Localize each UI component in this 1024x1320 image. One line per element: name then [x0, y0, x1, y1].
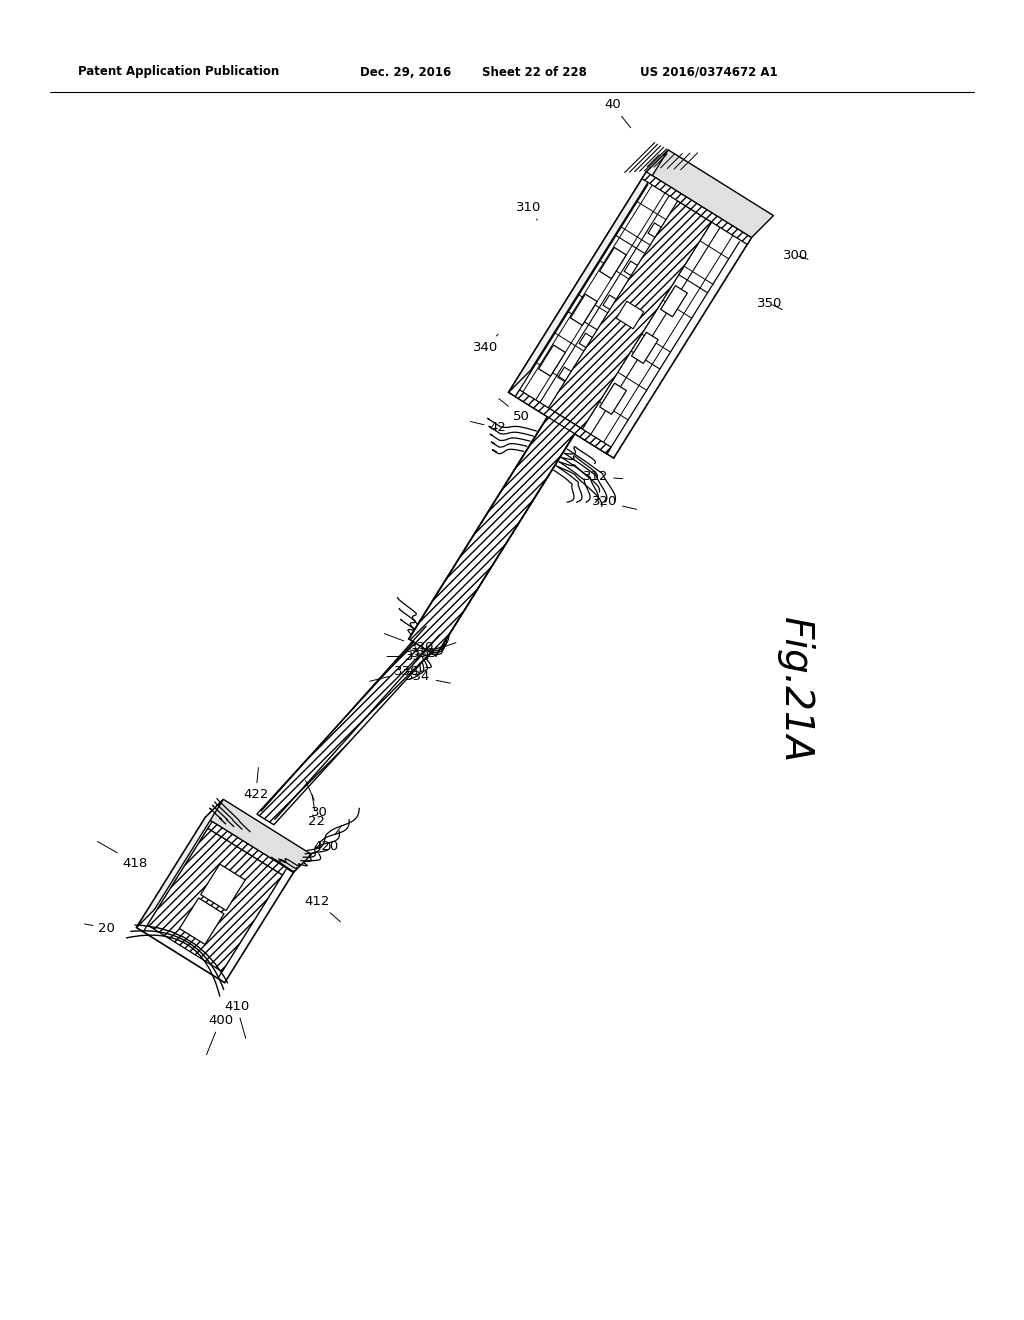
Polygon shape — [201, 865, 245, 911]
Text: 312: 312 — [583, 470, 623, 483]
Text: 332: 332 — [411, 643, 456, 660]
Text: 422: 422 — [243, 767, 268, 801]
Polygon shape — [642, 172, 752, 244]
Polygon shape — [509, 150, 669, 392]
Polygon shape — [179, 898, 224, 944]
Polygon shape — [600, 383, 627, 414]
Text: 420: 420 — [313, 825, 342, 853]
Polygon shape — [515, 389, 611, 454]
Text: 300: 300 — [783, 248, 808, 261]
Text: Dec. 29, 2016: Dec. 29, 2016 — [360, 66, 452, 78]
Text: 418: 418 — [97, 841, 147, 870]
Text: 330: 330 — [384, 634, 434, 655]
Text: 50: 50 — [499, 399, 530, 424]
Text: 42: 42 — [471, 421, 506, 434]
Text: 338: 338 — [387, 649, 430, 663]
Polygon shape — [257, 642, 431, 825]
Polygon shape — [409, 411, 579, 656]
Polygon shape — [509, 172, 752, 458]
Polygon shape — [147, 829, 283, 972]
Polygon shape — [632, 333, 658, 363]
Polygon shape — [208, 821, 287, 875]
Polygon shape — [136, 800, 223, 928]
Polygon shape — [206, 800, 311, 873]
Text: 22: 22 — [308, 795, 326, 829]
Text: 320: 320 — [592, 495, 637, 510]
Text: Fig.21A: Fig.21A — [776, 616, 814, 763]
Polygon shape — [660, 285, 687, 317]
Text: 334: 334 — [406, 671, 451, 684]
Text: 350: 350 — [757, 297, 782, 310]
Text: 340: 340 — [472, 334, 499, 354]
Text: 410: 410 — [224, 999, 249, 1039]
Polygon shape — [549, 201, 712, 429]
Text: 310: 310 — [516, 201, 542, 220]
Polygon shape — [646, 150, 773, 238]
Text: 30: 30 — [305, 780, 328, 818]
Text: 412: 412 — [305, 895, 340, 921]
Text: 336: 336 — [370, 665, 420, 681]
Text: US 2016/0374672 A1: US 2016/0374672 A1 — [640, 66, 777, 78]
Text: 40: 40 — [604, 99, 631, 128]
Polygon shape — [539, 345, 565, 376]
Text: 20: 20 — [85, 921, 116, 935]
Polygon shape — [600, 247, 627, 279]
Text: Patent Application Publication: Patent Application Publication — [78, 66, 280, 78]
Polygon shape — [136, 817, 294, 982]
Text: Sheet 22 of 228: Sheet 22 of 228 — [482, 66, 587, 78]
Polygon shape — [570, 294, 597, 325]
Polygon shape — [616, 301, 644, 329]
Text: 400: 400 — [207, 1014, 233, 1055]
